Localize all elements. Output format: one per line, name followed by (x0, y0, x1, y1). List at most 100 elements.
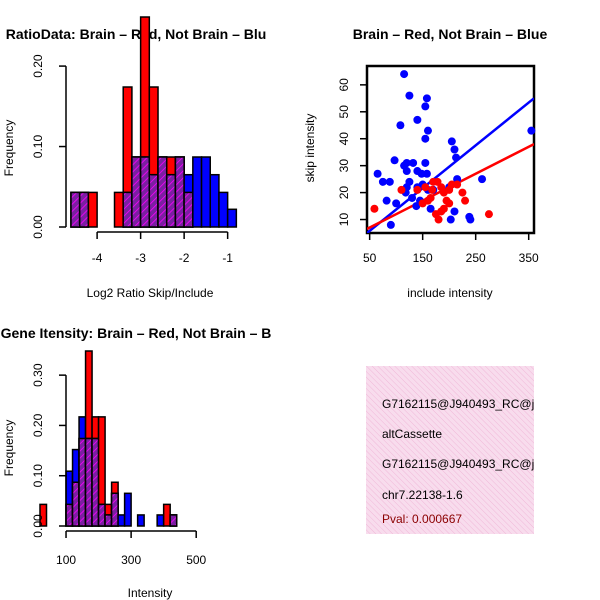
y-tick-label: 0.10 (31, 464, 45, 488)
overlap-bar (174, 156, 185, 228)
not-brain-point (421, 158, 430, 167)
not-brain-point (466, 215, 475, 224)
x-tick-label: 50 (363, 251, 377, 265)
info-pvalue: Pval: 0.000667 (382, 512, 462, 526)
not-brain-point (408, 193, 417, 202)
not-brain-point (421, 134, 430, 143)
x-tick-label: -2 (179, 251, 190, 265)
ratio-histogram-title: RatioData: Brain – Red, Not Brain – Blu (6, 26, 267, 42)
ratio-histogram-bars (70, 16, 238, 228)
not-brain-point (385, 177, 394, 186)
overlap-bar (148, 173, 159, 228)
x-tick-label: -4 (92, 251, 103, 265)
brain-point (370, 204, 379, 213)
not-brain-bar (136, 514, 145, 527)
y-tick-label: 0.20 (31, 413, 45, 437)
overlap-bar (157, 156, 168, 228)
not-brain-point (373, 169, 382, 178)
not-brain-bar (156, 514, 165, 527)
not-brain-point (421, 102, 430, 111)
x-tick-label: 100 (56, 553, 76, 567)
info-probe-id-2: G7162115@J940493_RC@j_at (382, 457, 552, 471)
intensity-histogram-xlabel: Intensity (128, 586, 173, 600)
not-brain-point (390, 156, 399, 165)
not-brain-point (405, 91, 414, 100)
overlap-bar (139, 156, 151, 228)
ratio-histogram-y-axis: 0.00 0.10 0.20 (31, 54, 67, 239)
intensity-histogram-ylabel: Frequency (2, 420, 16, 477)
not-brain-point (450, 145, 459, 154)
ratio-histogram-ylabel: Frequency (2, 120, 16, 177)
not-brain-point (452, 153, 461, 162)
not-brain-point (402, 167, 411, 176)
overlap-bar (78, 191, 90, 228)
brain-bar (39, 503, 48, 527)
not-brain-point (396, 121, 405, 130)
overlap-bar (122, 191, 133, 228)
overlap-bar (71, 481, 80, 527)
scatter-y-axis: 10 20 30 40 50 60 (337, 78, 367, 226)
not-brain-point (527, 126, 536, 135)
ratio-histogram-x-axis: -4 -3 -2 -1 (92, 231, 233, 265)
y-tick-label: 30 (337, 159, 351, 173)
brain-point (418, 199, 427, 208)
intensity-histogram-bars (39, 350, 178, 527)
not-brain-bar (192, 156, 203, 228)
y-tick-label: 60 (337, 78, 351, 92)
not-brain-point (400, 70, 409, 79)
scatter-xlabel: include intensity (407, 286, 492, 300)
not-brain-bar (209, 173, 220, 228)
y-tick-label: 50 (337, 105, 351, 119)
scatter-title: Brain – Red, Not Brain – Blue (353, 26, 548, 42)
brain-point (434, 215, 443, 224)
not-brain-point (478, 175, 487, 184)
overlap-bar (183, 191, 194, 228)
brain-point (445, 199, 454, 208)
scatter-points (370, 70, 536, 229)
brain-bar (162, 503, 171, 527)
info-probe-id: G7162115@J940493_RC@j_at (382, 397, 552, 411)
not-brain-point (392, 199, 401, 208)
overlap-bar (97, 503, 106, 527)
overlap-bar (78, 437, 87, 527)
not-brain-point (426, 204, 435, 213)
not-brain-point (446, 215, 455, 224)
brain-point (421, 183, 430, 192)
overlap-bar (169, 514, 178, 527)
y-tick-label: 0.00 (31, 514, 45, 538)
not-brain-point (413, 115, 422, 124)
x-tick-label: 500 (186, 553, 206, 567)
not-brain-point (409, 158, 418, 167)
not-brain-fit-line (367, 97, 534, 233)
intensity-histogram-panel: Gene Itensity: Brain – Red, Not Brain – … (1, 325, 272, 600)
scatter-x-axis: 50 150 250 350 (363, 233, 539, 265)
brain-bar (87, 191, 98, 228)
not-brain-bar (200, 156, 211, 228)
not-brain-point (422, 94, 431, 103)
brain-point (461, 196, 470, 205)
intensity-histogram-x-axis: 100 300 500 (56, 530, 207, 567)
brain-point (484, 210, 493, 219)
y-tick-label: 20 (337, 186, 351, 200)
brain-point (428, 185, 437, 194)
x-tick-label: -1 (222, 251, 233, 265)
x-tick-label: 250 (466, 251, 486, 265)
brain-point (458, 188, 467, 197)
not-brain-bar (226, 208, 238, 228)
not-brain-point (386, 220, 395, 229)
brain-bar (113, 191, 124, 228)
y-tick-label: 0.30 (31, 363, 45, 387)
not-brain-point (378, 177, 387, 186)
not-brain-bar (218, 191, 229, 228)
info-event-type: altCassette (382, 427, 442, 441)
intensity-histogram-y-axis: 0.00 0.10 0.20 0.30 (31, 363, 67, 538)
scatter-fit-lines (367, 97, 534, 233)
scatter-panel: Brain – Red, Not Brain – Blue 50 150 250 35… (303, 26, 547, 300)
overlap-bar (110, 492, 119, 527)
y-tick-label: 0.00 (31, 215, 45, 239)
not-brain-bar (117, 514, 126, 527)
not-brain-point (447, 137, 456, 146)
brain-point (439, 204, 448, 213)
scatter-plot-frame (365, 64, 536, 235)
